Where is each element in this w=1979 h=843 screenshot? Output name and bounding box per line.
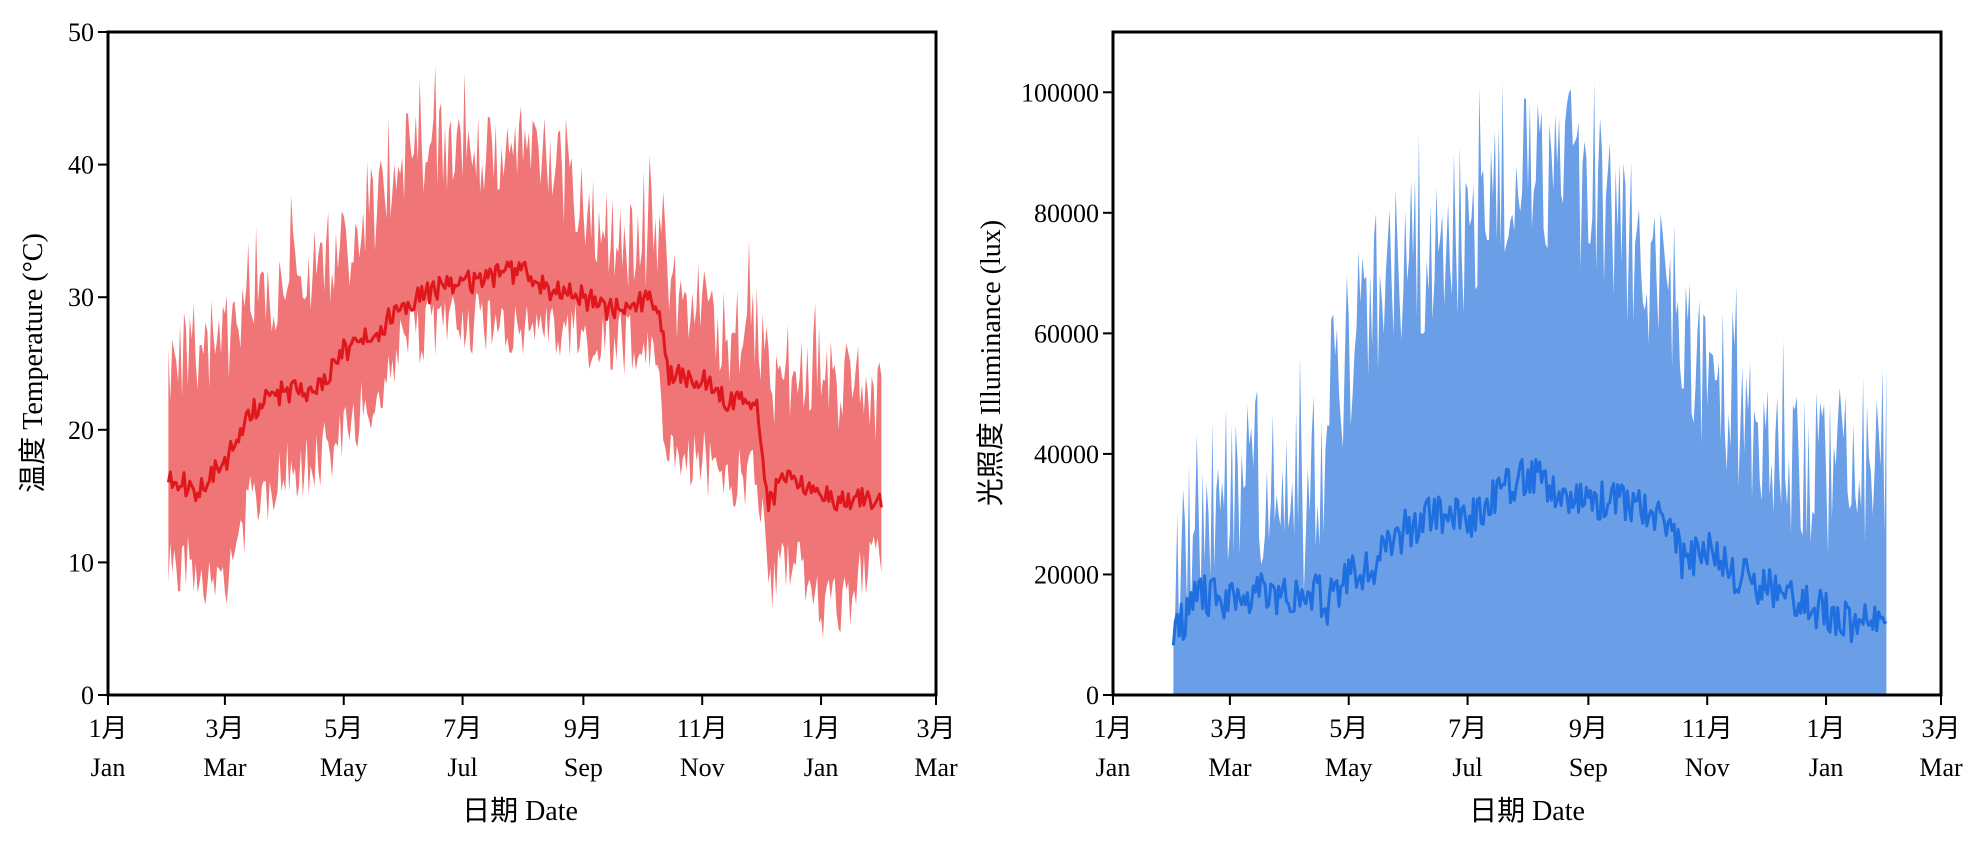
y-tick-label: 0 [1086, 681, 1099, 710]
x-tick-label-en: Mar [203, 753, 247, 782]
x-tick-label-en: Jul [1452, 753, 1482, 782]
x-tick-label-cn: 9月 [1569, 714, 1608, 743]
y-tick-label: 40000 [1034, 440, 1099, 469]
x-tick-label-cn: 1月 [1093, 714, 1132, 743]
y-tick-label: 100000 [1021, 78, 1099, 107]
illuminance-plot-area [1171, 81, 1888, 695]
illuminance-x-axis-label: 日期 Date [1469, 796, 1585, 827]
x-tick-label-cn: 1月 [88, 714, 127, 743]
x-tick-label-en: Mar [1208, 753, 1252, 782]
y-tick-label: 0 [81, 681, 94, 710]
x-tick-label-cn: 3月 [916, 714, 955, 743]
y-tick-label: 80000 [1034, 199, 1099, 228]
x-tick-label-en: Jan [1096, 753, 1131, 782]
x-tick-label-en: Jul [447, 753, 477, 782]
x-tick-label-en: Jan [1809, 753, 1844, 782]
x-tick-label-cn: 3月 [1921, 714, 1960, 743]
temperature-plot-area [166, 65, 883, 638]
x-tick-label-cn: 9月 [564, 714, 603, 743]
y-tick-label: 40 [68, 151, 94, 180]
temperature-x-axis-label: 日期 Date [462, 796, 578, 827]
x-tick-label-en: May [1325, 753, 1373, 782]
x-tick-label-cn: 7月 [443, 714, 482, 743]
y-tick-label: 60000 [1034, 319, 1099, 348]
temperature-axes-frame [106, 30, 938, 697]
x-tick-label-cn: 1月 [802, 714, 841, 743]
mean-line [166, 260, 883, 513]
y-tick-label: 20000 [1034, 560, 1099, 589]
x-tick-label-cn: 3月 [205, 714, 244, 743]
y-tick-label: 50 [68, 18, 94, 47]
x-tick-label-cn: 7月 [1448, 714, 1487, 743]
x-tick-label-en: Mar [1919, 753, 1963, 782]
temperature-y-axis-label: 温度 Temperature (°C) [17, 233, 49, 493]
x-tick-label-en: Sep [564, 753, 603, 782]
temperature-y-ticks: 0 10 20 30 40 50 [68, 18, 108, 710]
y-tick-label: 10 [68, 548, 94, 577]
x-tick-label-en: Jan [804, 753, 839, 782]
x-tick-label-cn: 5月 [324, 714, 363, 743]
illuminance-axes-frame [1111, 30, 1943, 697]
x-tick-label-en: Nov [680, 753, 725, 782]
x-tick-label-cn: 1月 [1807, 714, 1846, 743]
y-tick-label: 20 [68, 416, 94, 445]
x-tick-label-en: Jan [91, 753, 126, 782]
illuminance-x-ticks: 1月 Jan 3月 Mar 5月 May 7月 Jul 9月 Sep 11月 Nov 1月 Jan 3月 Ma… [1093, 695, 1963, 782]
x-tick-label-en: Nov [1685, 753, 1730, 782]
illuminance-chart: 0 20000 40000 60000 80000 100000 1月 Jan 3月 Mar 5月… [975, 30, 1963, 827]
illuminance-y-axis-label: 光照度 Illuminance (lux) [975, 220, 1007, 506]
x-tick-label-en: May [320, 753, 368, 782]
x-tick-label-en: Mar [914, 753, 958, 782]
y-tick-label: 30 [68, 283, 94, 312]
temperature-x-ticks: 1月 Jan 3月 Mar 5月 May 7月 Jul 9月 Sep 11月 Nov 1月 Jan 3月 Ma… [88, 695, 958, 782]
x-tick-label-cn: 3月 [1210, 714, 1249, 743]
x-tick-label-cn: 11月 [1682, 714, 1733, 743]
illuminance-y-ticks: 0 20000 40000 60000 80000 100000 [1021, 78, 1113, 710]
x-tick-label-cn: 5月 [1329, 714, 1368, 743]
temperature-chart: 0 10 20 30 40 50 1月 Jan 3月 Mar 5月 May 7月 Jul 9月 Sep 11月… [17, 18, 958, 827]
range-band [168, 65, 882, 638]
mean-line [1171, 457, 1888, 646]
x-tick-label-en: Sep [1569, 753, 1608, 782]
x-tick-label-cn: 11月 [677, 714, 728, 743]
range-band [1173, 81, 1887, 695]
